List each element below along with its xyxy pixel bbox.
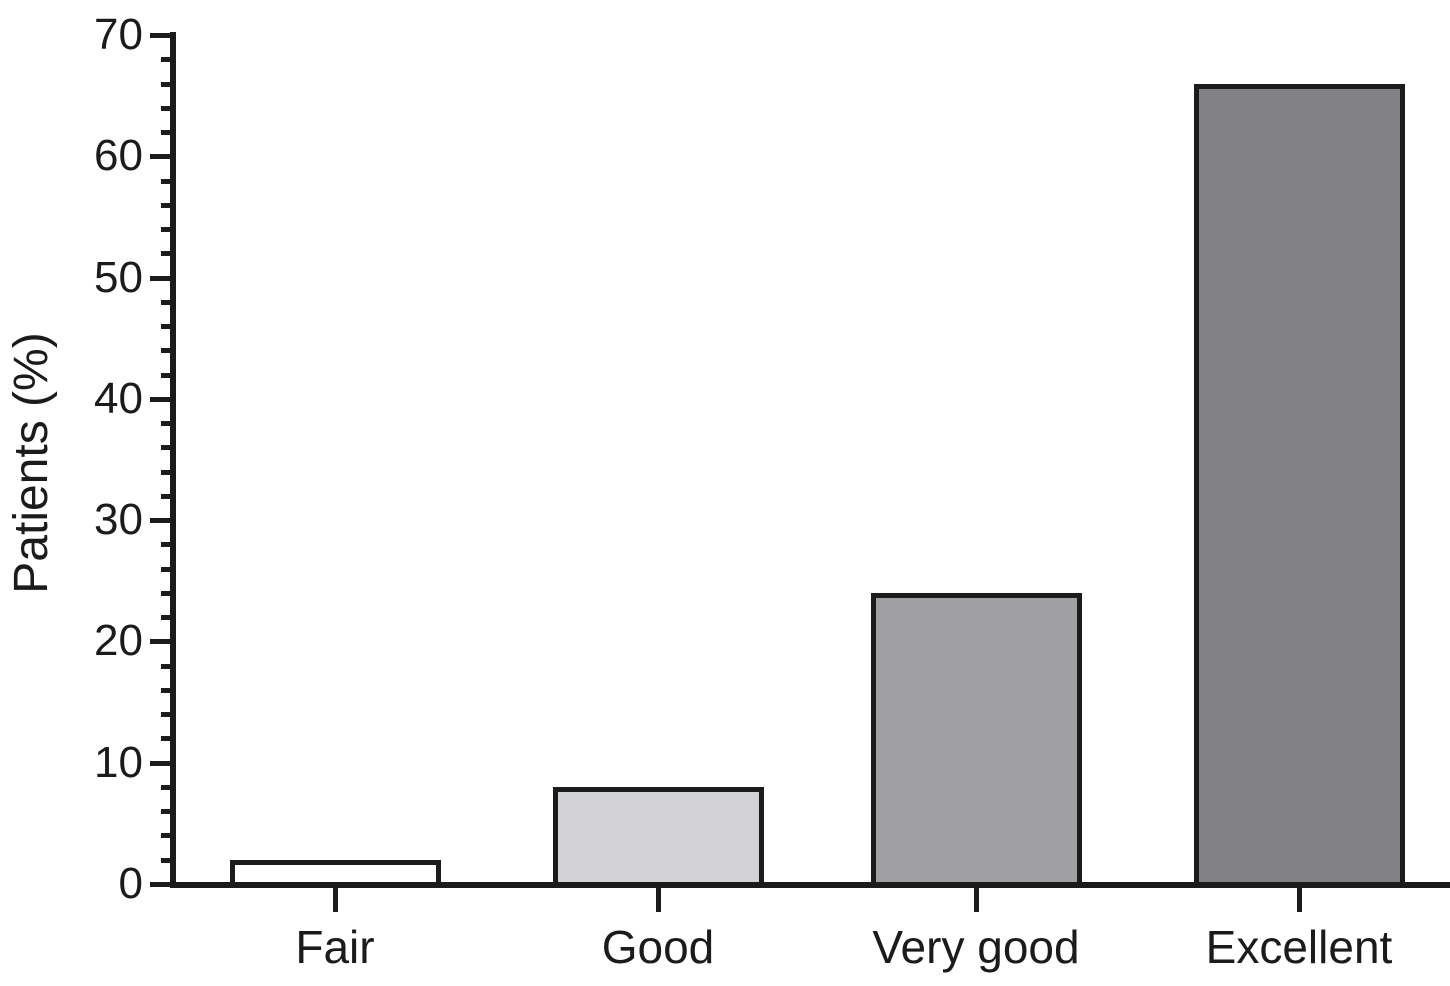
y-axis-minor-tick: [161, 784, 176, 790]
x-axis-tick: [333, 887, 338, 912]
x-axis-category-label: Fair: [295, 921, 375, 973]
y-axis-minor-tick: [161, 590, 176, 596]
y-axis-major-tick: [150, 275, 176, 281]
y-axis-minor-tick: [161, 857, 176, 863]
y-axis-minor-tick: [161, 202, 176, 208]
y-axis-tick-label: 0: [118, 859, 143, 908]
y-axis-minor-tick: [161, 105, 176, 111]
bar-fair: [229, 859, 441, 887]
y-axis-tick-label: 40: [94, 373, 143, 423]
y-axis-minor-tick: [161, 566, 176, 572]
y-axis-minor-tick: [161, 178, 176, 184]
bar-good: [552, 786, 764, 887]
x-axis-tick: [974, 887, 979, 912]
y-axis-minor-tick: [161, 57, 176, 63]
y-axis-minor-tick: [161, 299, 176, 305]
y-axis-minor-tick: [161, 469, 176, 475]
y-axis-minor-tick: [161, 542, 176, 548]
x-axis-category-label: Very good: [872, 921, 1080, 973]
y-axis-tick-label: 10: [94, 737, 143, 787]
y-axis-minor-tick: [161, 833, 176, 839]
y-axis-major-tick: [150, 396, 176, 402]
bar-excellent: [1193, 83, 1405, 887]
y-axis-minor-tick: [161, 227, 176, 233]
y-axis-tick-label: 30: [94, 495, 143, 545]
y-axis-major-tick: [150, 33, 176, 38]
y-axis-major-tick: [150, 882, 176, 887]
x-axis-category-label: Good: [601, 921, 715, 973]
y-axis-major-tick: [150, 639, 176, 645]
y-axis-tick-label: 20: [94, 616, 143, 666]
y-axis-minor-tick: [161, 445, 176, 451]
y-axis-tick-label: 60: [94, 131, 143, 181]
y-axis-major-tick: [150, 154, 176, 160]
y-axis-minor-tick: [161, 251, 176, 257]
y-axis-line: [170, 32, 176, 887]
y-axis-minor-tick: [161, 663, 176, 669]
y-axis-minor-tick: [161, 348, 176, 354]
x-axis-tick: [1297, 887, 1302, 912]
y-axis-minor-tick: [161, 372, 176, 378]
y-axis-minor-tick: [161, 324, 176, 330]
y-axis-minor-tick: [161, 615, 176, 621]
y-axis-tick-label: 70: [94, 10, 143, 59]
y-axis-minor-tick: [161, 736, 176, 742]
y-axis-minor-tick: [161, 712, 176, 718]
y-axis-minor-tick: [161, 809, 176, 815]
y-axis-minor-tick: [161, 421, 176, 427]
y-axis-minor-tick: [161, 130, 176, 136]
y-axis-tick-label: 50: [94, 252, 143, 302]
x-axis-tick: [656, 887, 661, 912]
y-axis-major-tick: [150, 518, 176, 524]
y-axis-minor-tick: [161, 493, 176, 499]
x-axis-category-label: Excellent: [1205, 921, 1393, 973]
x-axis-line: [170, 882, 1450, 888]
y-axis-minor-tick: [161, 81, 176, 87]
bar-very-good: [870, 592, 1082, 887]
y-axis-minor-tick: [161, 687, 176, 693]
y-axis-major-tick: [150, 760, 176, 766]
